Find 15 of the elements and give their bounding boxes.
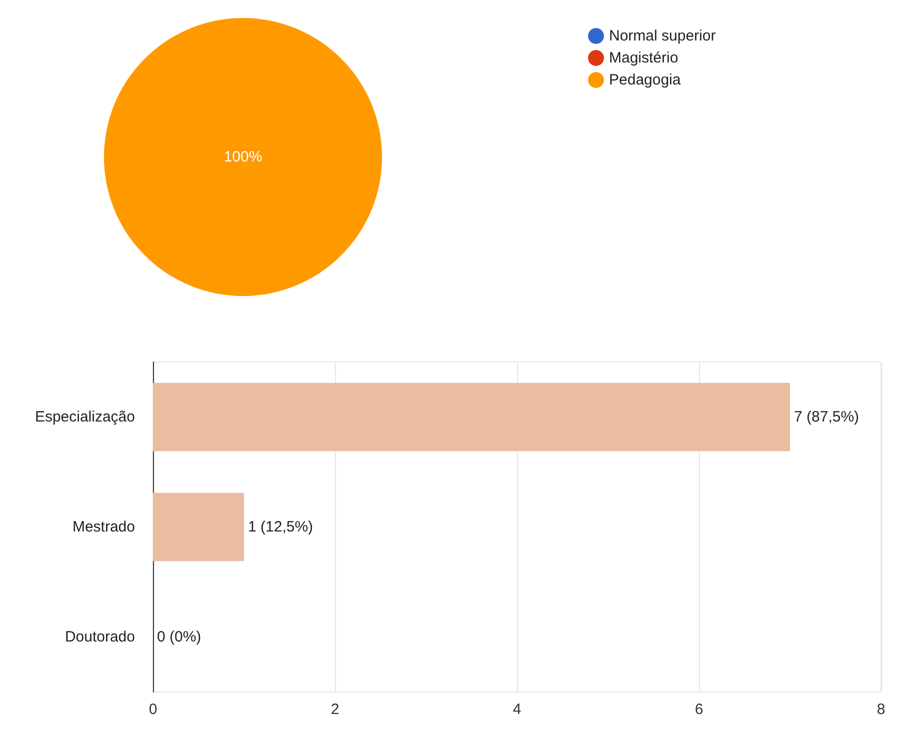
y-tick-label: Mestrado — [72, 518, 135, 536]
legend-label: Pedagogia — [609, 72, 682, 88]
y-tick-label: Especialização — [34, 408, 135, 426]
x-tick-label: 2 — [330, 701, 340, 718]
data-label: 7 (87,5%) — [794, 408, 860, 426]
x-tick-label: 6 — [694, 701, 704, 718]
data-label: 100% — [224, 148, 262, 166]
data-label: 0 (0%) — [157, 628, 202, 646]
x-tick-label: 0 — [148, 701, 158, 718]
y-tick-label: Doutorado — [64, 628, 135, 646]
legend-label: Magistério — [609, 50, 678, 66]
x-tick-label: 4 — [512, 701, 522, 718]
data-label: 1 (12,5%) — [248, 518, 314, 536]
x-tick-label: 8 — [876, 701, 886, 718]
legend-label: Normal superior — [609, 28, 716, 44]
